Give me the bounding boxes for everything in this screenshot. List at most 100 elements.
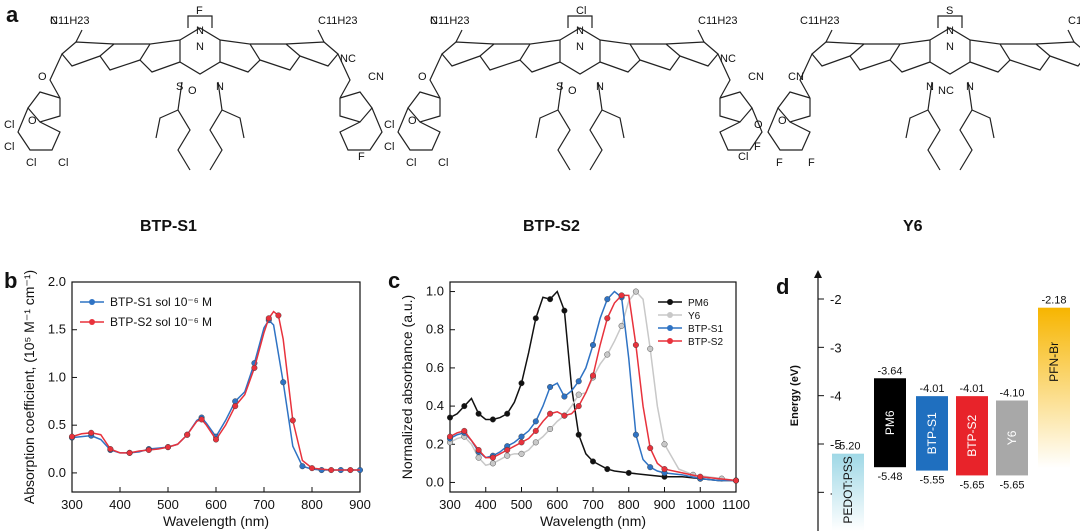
atom-label: C11H23 — [430, 15, 470, 27]
data-point — [461, 403, 468, 410]
panel-label-d: d — [776, 274, 790, 299]
y-tick-label: -3 — [830, 340, 842, 355]
panel-label-b: b — [4, 268, 18, 293]
legend-marker — [667, 312, 673, 318]
atom-label: O — [754, 119, 763, 131]
series-line — [449, 290, 736, 482]
atom-label: N — [966, 81, 974, 93]
data-point — [145, 446, 152, 453]
atom-label: Cl — [4, 119, 14, 131]
energy-level-name: BTP-S2 — [965, 414, 979, 456]
data-point — [589, 372, 596, 379]
y-tick-label: 0.8 — [426, 322, 444, 337]
x-tick-label: 400 — [475, 497, 497, 512]
data-point — [661, 466, 668, 473]
data-point — [164, 444, 171, 451]
atom-label: C11H23 — [800, 15, 840, 27]
legend-marker — [667, 338, 673, 344]
atom-label: N — [946, 41, 954, 53]
atom-label: N — [576, 41, 584, 53]
atom-label: F — [196, 5, 203, 17]
normalized-absorbance-chart: 300 400 500 600 700 800 900 1000 1100 0.0 0.2 0.4 0.… — [399, 281, 750, 529]
x-tick-label: 900 — [654, 497, 676, 512]
data-point — [547, 410, 554, 417]
energy-axis-arrow — [814, 270, 822, 278]
atom-label: Cl — [26, 157, 36, 169]
atom-label: N — [946, 25, 954, 37]
data-point — [532, 418, 539, 425]
data-point — [575, 431, 582, 438]
y-tick-label: 0.4 — [426, 398, 444, 413]
series-line — [71, 318, 360, 471]
data-point — [68, 433, 75, 440]
data-point — [251, 364, 258, 371]
atom-label: Cl — [384, 119, 394, 131]
data-point — [547, 296, 554, 303]
energy-level-bar — [956, 396, 988, 476]
atom-label: CN — [368, 71, 384, 83]
data-point — [461, 427, 468, 434]
x-tick-label: 800 — [618, 497, 640, 512]
x-axis-label: Wavelength (nm) — [540, 513, 646, 529]
atom-label: CN — [748, 71, 764, 83]
data-point — [589, 341, 596, 348]
atom-label: Cl — [4, 141, 14, 153]
atom-label: Cl — [384, 141, 394, 153]
atom-label: N — [196, 41, 204, 53]
molecule-name-y6: Y6 — [903, 218, 923, 235]
data-point — [489, 454, 496, 461]
energy-bottom-label: -5.48 — [877, 471, 902, 483]
data-point — [475, 454, 482, 461]
atom-label: O — [28, 115, 37, 127]
data-point — [589, 458, 596, 465]
energy-top-label: -4.01 — [959, 383, 984, 395]
energy-top-label: -2.18 — [1041, 295, 1066, 307]
y-tick-label: 0.6 — [426, 360, 444, 375]
energy-level-bar — [874, 378, 906, 468]
legend-label: BTP-S1 — [688, 324, 723, 335]
atom-label: S — [556, 81, 563, 93]
data-point — [604, 315, 611, 322]
data-point — [632, 288, 639, 295]
energy-level-name: PM6 — [883, 410, 897, 435]
atom-label: C11H23 — [698, 15, 738, 27]
energy-level-name: PEDOT:PSS — [841, 456, 855, 523]
data-point — [561, 393, 568, 400]
atom-label: N — [596, 81, 604, 93]
data-point — [532, 439, 539, 446]
data-point — [232, 403, 239, 410]
data-point — [575, 403, 582, 410]
atom-label: C11H23 — [50, 15, 90, 27]
data-point — [647, 464, 654, 471]
molecule-name-btp-s2: BTP-S2 — [523, 218, 580, 235]
data-point — [618, 322, 625, 329]
series-line — [71, 310, 360, 471]
atom-label: F — [808, 157, 815, 169]
legend-label: BTP-S1 sol 10⁻⁶ M — [110, 295, 212, 309]
atom-label: F — [776, 157, 783, 169]
data-point — [447, 414, 454, 421]
x-tick-label: 300 — [439, 497, 461, 512]
data-point — [275, 312, 282, 319]
x-axis-label: Wavelength (nm) — [163, 513, 269, 529]
data-point — [518, 450, 525, 457]
atom-label: N — [430, 15, 438, 27]
energy-level-name: Y6 — [1005, 430, 1019, 445]
data-point — [88, 429, 95, 436]
legend-marker — [667, 299, 673, 305]
atom-label: N — [50, 15, 58, 27]
x-tick-label: 500 — [511, 497, 533, 512]
plot-frame — [71, 281, 361, 493]
atom-label: CN — [788, 71, 804, 83]
legend-label: BTP-S2 sol 10⁻⁶ M — [110, 315, 212, 329]
molecule-3: C11H23C11H23NCCNNCCNOOFFFFSNNNN — [754, 5, 1080, 171]
molecule-name-btp-s1: BTP-S1 — [140, 218, 197, 235]
energy-top-label: -3.64 — [877, 365, 902, 377]
energy-bottom-label: -5.65 — [959, 479, 984, 491]
y-tick-label: 2.0 — [48, 274, 66, 289]
data-point — [532, 315, 539, 322]
data-point — [647, 445, 654, 452]
